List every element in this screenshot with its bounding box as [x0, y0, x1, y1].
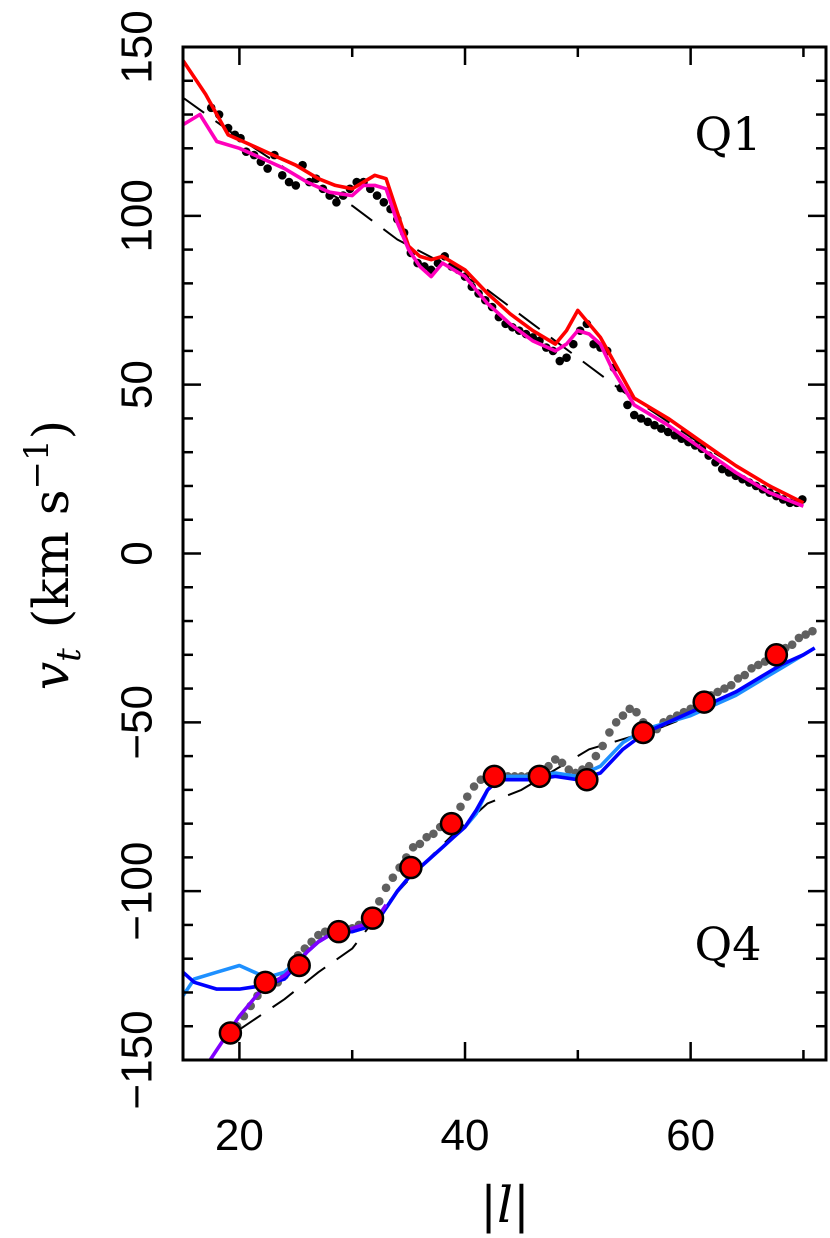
data-point	[733, 674, 743, 683]
panel-label-q1: Q1	[695, 107, 762, 161]
y-tick-label: 100	[113, 179, 162, 252]
svg-text:vt(km s−1): vt (km s−1)	[17, 420, 89, 690]
y-tick-label: 50	[113, 360, 162, 409]
data-point	[663, 427, 673, 437]
marker-point	[399, 855, 423, 880]
marker-point	[287, 953, 311, 978]
data-point	[726, 680, 736, 690]
data-point	[263, 164, 272, 173]
data-point	[717, 464, 727, 474]
marker-point	[360, 906, 385, 930]
data-point	[284, 177, 294, 187]
data-point	[636, 414, 646, 423]
data-point	[462, 792, 472, 801]
marker-point	[439, 811, 464, 836]
marker-point	[218, 1021, 243, 1045]
panel-label-q4: Q4	[695, 917, 762, 971]
y-axis-title-sub: t	[49, 648, 89, 662]
tick-labels: 20 40 60 150 100 50 0 −50 −100 −150	[113, 10, 715, 1160]
marker-point	[253, 970, 278, 995]
data-point	[555, 356, 565, 366]
marker-point	[482, 764, 507, 789]
data-point	[277, 171, 287, 180]
plot-frame	[181, 45, 828, 1062]
marker-point	[527, 764, 552, 789]
data-point	[643, 417, 653, 427]
data-point	[415, 839, 425, 849]
tick-marks	[183, 45, 826, 1062]
data-point	[408, 842, 418, 852]
data-point	[787, 640, 797, 649]
dashed-fit-line	[238, 657, 793, 1031]
data-point	[379, 198, 389, 207]
data-point	[332, 198, 341, 207]
x-tick-label: 60	[666, 1111, 715, 1160]
y-tick-label: −100	[113, 842, 162, 941]
data-point	[591, 751, 601, 761]
data-point	[381, 883, 391, 893]
data-point	[564, 765, 574, 774]
data-point	[623, 400, 632, 410]
marker-point	[575, 767, 599, 792]
data-point	[713, 687, 723, 697]
y-tick-label: 150	[113, 10, 162, 83]
series-line	[183, 112, 805, 508]
data-point	[562, 353, 571, 362]
marker-point	[764, 643, 789, 667]
y-axis-title-main: v	[22, 662, 80, 690]
y-axis-title-unit: (km s	[22, 489, 80, 628]
series-line	[183, 59, 805, 505]
data-point	[611, 718, 621, 727]
y-axis-title: vt (km s−1)	[17, 420, 89, 690]
data-point	[557, 758, 567, 768]
data-point	[747, 664, 756, 673]
data-point	[429, 829, 438, 839]
data-point	[314, 930, 323, 940]
data-point	[754, 660, 763, 670]
data-point	[605, 728, 614, 737]
y-tick-label: −50	[113, 685, 162, 760]
y-tick-label: −150	[113, 1010, 162, 1109]
data-point	[629, 410, 639, 420]
data-point	[456, 802, 465, 812]
data-point	[808, 626, 817, 636]
data-point	[625, 704, 635, 714]
data-point	[374, 896, 384, 906]
x-tick-label: 40	[441, 1111, 490, 1160]
data-point	[569, 339, 578, 349]
data-point	[801, 630, 810, 639]
data-point	[388, 873, 398, 882]
y-axis-title-exp: −1	[17, 439, 57, 489]
data-point	[550, 755, 560, 764]
data-point	[291, 181, 301, 190]
data-point	[657, 424, 666, 433]
data-point	[372, 191, 382, 200]
x-tick-label: 20	[215, 1111, 264, 1160]
marker-point	[631, 720, 656, 745]
plot-area	[183, 59, 817, 1060]
data-point	[422, 832, 431, 842]
data-point	[469, 782, 479, 791]
data-point	[650, 420, 659, 430]
plot-content	[183, 59, 817, 1060]
x-axis-title: |l|	[480, 1176, 530, 1234]
data-point	[720, 684, 729, 693]
marker-point	[326, 919, 351, 944]
data-point	[740, 670, 750, 680]
data-point	[794, 633, 804, 643]
y-axis-title-close: )	[22, 420, 80, 440]
data-point	[632, 707, 641, 717]
data-point	[618, 711, 628, 720]
marker-point	[692, 690, 716, 714]
y-tick-label: 0	[113, 541, 162, 565]
data-point	[598, 741, 607, 751]
